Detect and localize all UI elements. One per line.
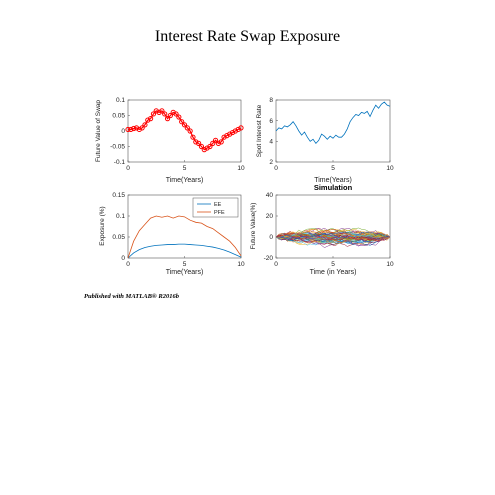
data-point bbox=[150, 111, 157, 117]
x-tick-label: 0 bbox=[274, 165, 278, 172]
data-point bbox=[218, 139, 224, 145]
data-point bbox=[238, 125, 244, 131]
x-tick-label: 0 bbox=[126, 261, 130, 268]
y-tick-label: 0.15 bbox=[112, 192, 125, 199]
publish-note: Published with MATLAB® R2016b bbox=[84, 293, 179, 300]
swap-axes-box bbox=[127, 99, 242, 163]
y-tick-label: 40 bbox=[266, 192, 274, 199]
x-tick-label: 10 bbox=[237, 165, 245, 172]
simulation-ylabel: Future Value(%) bbox=[250, 203, 257, 250]
simulation-path bbox=[275, 236, 391, 246]
y-tick-label: -0.1 bbox=[114, 159, 126, 166]
data-point bbox=[184, 125, 190, 131]
y-tick-label: 0 bbox=[121, 255, 125, 262]
series-line-pfe bbox=[127, 215, 242, 259]
x-tick-label: 5 bbox=[331, 165, 335, 172]
page-title: Interest Rate Swap Exposure bbox=[154, 28, 341, 45]
simulation-path bbox=[275, 232, 391, 243]
y-tick-label: 0.05 bbox=[112, 234, 125, 241]
x-tick-label: 5 bbox=[183, 261, 187, 268]
y-tick-label: 2 bbox=[269, 159, 273, 166]
x-tick-label: 10 bbox=[386, 261, 394, 268]
y-tick-label: 0 bbox=[269, 234, 273, 241]
y-tick-label: 20 bbox=[266, 213, 274, 220]
y-tick-label: 0.1 bbox=[116, 97, 125, 104]
simulation-xlabel: Time (in Years) bbox=[310, 269, 357, 276]
x-tick-label: 10 bbox=[386, 165, 394, 172]
y-tick-label: 0 bbox=[121, 128, 125, 135]
simulation-path bbox=[275, 234, 391, 242]
data-point bbox=[173, 111, 179, 117]
exposure-legend: EE PFE bbox=[192, 197, 239, 218]
data-point bbox=[210, 140, 216, 146]
y-tick-label: 0.1 bbox=[116, 213, 125, 220]
data-point bbox=[187, 128, 193, 134]
data-point bbox=[131, 125, 137, 132]
data-point bbox=[142, 122, 148, 128]
rate-axes-box bbox=[275, 99, 391, 163]
y-tick-label: 4 bbox=[269, 139, 273, 146]
data-point bbox=[139, 125, 145, 131]
data-point bbox=[190, 134, 196, 140]
simulation-path bbox=[275, 228, 391, 240]
y-tick-label: -0.05 bbox=[110, 144, 125, 151]
data-point bbox=[212, 137, 219, 143]
data-point bbox=[148, 116, 154, 122]
swap-value-panel: 0 5 10 0.1 0.05 0 -0.05 -0.1 Time(Years) Future… bbox=[95, 97, 245, 184]
legend-label-pfe: PFE bbox=[214, 210, 225, 216]
simulation-path bbox=[275, 232, 391, 240]
x-tick-label: 5 bbox=[183, 165, 187, 172]
data-point bbox=[207, 143, 213, 150]
data-point bbox=[179, 119, 185, 125]
exposure-ylabel: Exposure (%) bbox=[99, 206, 106, 245]
simulation-path bbox=[275, 233, 391, 241]
data-point bbox=[176, 114, 182, 120]
x-tick-label: 0 bbox=[274, 261, 278, 268]
x-tick-label: 5 bbox=[331, 261, 335, 268]
swap-xlabel: Time(Years) bbox=[166, 177, 204, 184]
x-tick-label: 10 bbox=[237, 261, 245, 268]
exposure-panel: 0 5 10 0.15 0.1 0.05 0 EE PFE Time(Years) Expo… bbox=[99, 192, 245, 276]
y-tick-label: 0.05 bbox=[112, 113, 125, 120]
series-line-rate-0 bbox=[275, 101, 391, 145]
data-point bbox=[181, 122, 188, 128]
data-point bbox=[196, 140, 202, 146]
swap-ylabel: Future Value of Swap bbox=[95, 100, 102, 162]
simulation-title: Simulation bbox=[314, 183, 353, 192]
data-point bbox=[128, 126, 134, 133]
simulation-axes-box bbox=[275, 194, 391, 259]
simulation-path bbox=[275, 235, 391, 247]
y-tick-label: -20 bbox=[264, 255, 274, 262]
x-tick-label: 0 bbox=[126, 165, 130, 172]
rate-xlabel: Time(Years) bbox=[314, 177, 352, 184]
series-line-ee bbox=[127, 243, 242, 259]
simulation-path bbox=[275, 231, 391, 240]
spot-rate-panel: 0 5 10 8 6 4 2 Time(Years) Spot Interest Rate bbox=[256, 97, 394, 184]
y-tick-label: 6 bbox=[269, 118, 273, 125]
data-point bbox=[167, 112, 173, 119]
exposure-axes-box bbox=[127, 194, 242, 259]
legend-label-ee: EE bbox=[214, 202, 222, 208]
data-point bbox=[198, 143, 205, 150]
exposure-xlabel: Time(Years) bbox=[166, 269, 204, 276]
data-point bbox=[162, 111, 168, 117]
data-point bbox=[164, 116, 171, 122]
data-point bbox=[125, 126, 131, 133]
data-point bbox=[159, 108, 165, 114]
y-tick-label: 8 bbox=[269, 97, 273, 104]
rate-ylabel: Spot Interest Rate bbox=[256, 104, 263, 157]
